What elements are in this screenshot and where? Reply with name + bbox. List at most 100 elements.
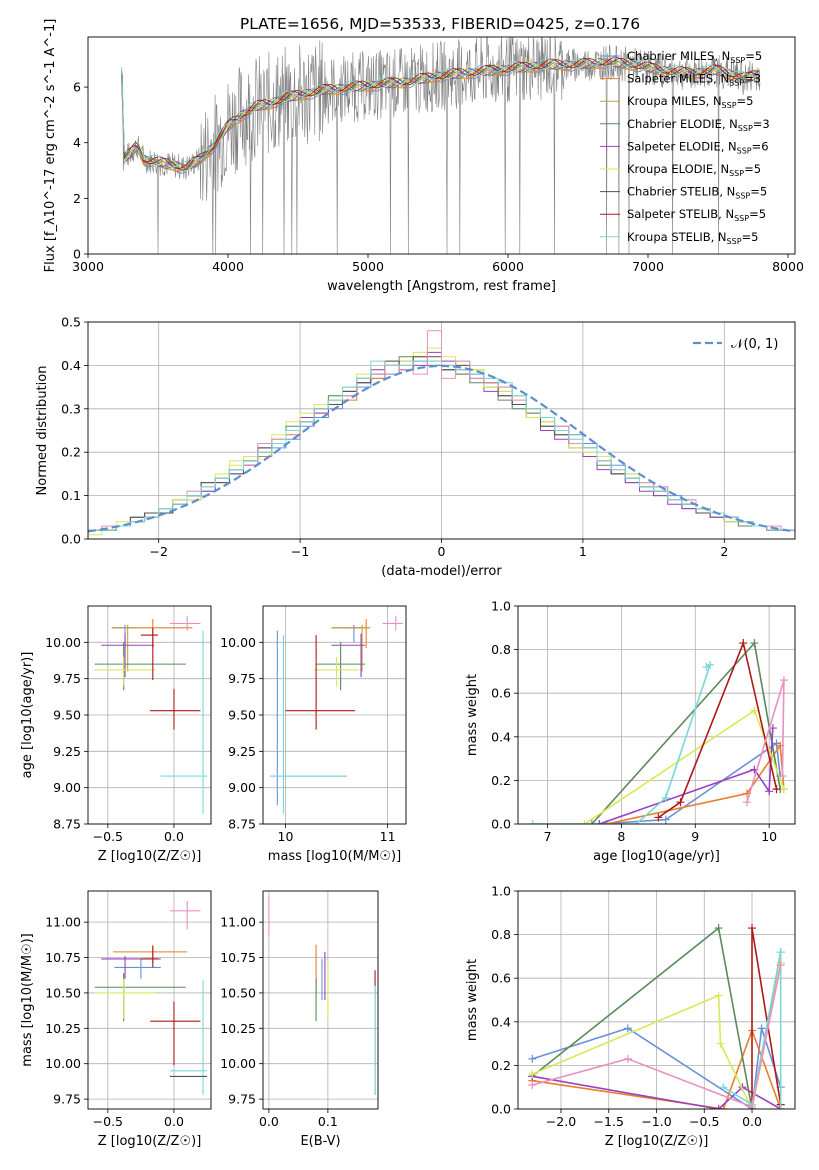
mass-weight-marker — [772, 785, 781, 794]
y-tick-label: 0.0 — [491, 817, 511, 832]
legend-subscript: SSP — [730, 56, 745, 65]
histogram-panel: −2 −1 0 1 2 0.0 0.1 0.2 0.3 0.4 0.5 (data-model)/er… — [35, 315, 796, 579]
x-tick-label: 2 — [720, 544, 728, 559]
y-axis-label: age [log10(age/yr)] — [20, 652, 35, 779]
y-tick-label: 8.75 — [228, 817, 256, 832]
axes-frame — [87, 321, 796, 540]
x-axis-label: Z [log10(Z/Z☉)] — [98, 1134, 202, 1149]
y-tick-label: 11.00 — [220, 915, 256, 930]
mass-weight-marker — [714, 1105, 723, 1109]
legend-entry: Chabrier ELODIE, NSSP=3 — [627, 117, 770, 133]
y-tick-label: 0.0 — [61, 532, 81, 547]
axes-frame — [517, 890, 796, 1110]
y-tick-label: 10.25 — [220, 1021, 256, 1036]
mass-weight-line — [599, 728, 774, 824]
x-axis-label: Z [log10(Z/Z☉)] — [605, 1134, 709, 1149]
mass-weight-vs-age-panel: 7 8 9 10 0.0 0.2 0.4 0.6 0.8 1.0 age [log10(age/yr… — [465, 599, 796, 864]
y-tick-label: 10.75 — [45, 950, 81, 965]
x-tick-label: 1 — [579, 544, 587, 559]
x-tick-label: −2 — [149, 544, 167, 559]
legend-value: =6 — [752, 139, 769, 153]
x-tick-label: −1.5 — [594, 1114, 624, 1129]
x-tick-label: 7000 — [632, 259, 664, 274]
legend-subscript: SSP — [735, 192, 750, 201]
mass-weight-marker — [714, 991, 723, 1000]
y-tick-label: 0.8 — [491, 927, 511, 942]
legend-value: =5 — [750, 185, 767, 199]
mass-weight-marker — [757, 1024, 766, 1033]
y-axis-label: mass weight — [465, 959, 480, 1041]
x-tick-label: 0.0 — [164, 1114, 184, 1129]
age-vs-Z-panel: −0.5 0.0 8.75 9.00 9.25 9.50 9.75 10.00 Z [log10… — [20, 605, 212, 864]
x-tick-label: 0.0 — [259, 1114, 279, 1129]
y-tick-label: 0.4 — [491, 1014, 511, 1029]
mass-weight-marker — [587, 820, 596, 824]
mass-weight-marker — [702, 663, 711, 672]
mass-weight-marker — [595, 820, 604, 824]
y-tick-label: 4 — [73, 135, 81, 150]
y-axis-label: mass weight — [465, 674, 480, 756]
legend-subscript: SSP — [737, 146, 752, 155]
mass-weight-marker — [716, 1039, 725, 1048]
y-axis-label: Flux [f_λ10^-17 erg cm^-2 s^-1 A^-1] — [43, 19, 58, 273]
plot-area — [88, 330, 795, 536]
axes-frame — [87, 890, 212, 1110]
y-tick-label: 9.50 — [53, 708, 81, 723]
mass-weight-line — [591, 641, 781, 824]
mass-weight-marker — [719, 1105, 728, 1109]
legend-value: =5 — [745, 49, 762, 63]
y-tick-label: 10.75 — [220, 950, 256, 965]
y-tick-label: 0.3 — [61, 401, 81, 416]
y-tick-label: 0 — [73, 247, 81, 262]
y-tick-label: 2 — [73, 191, 81, 206]
y-tick-label: 9.00 — [228, 780, 256, 795]
y-tick-label: 0.2 — [61, 445, 81, 460]
legend-value: =3 — [744, 72, 761, 86]
y-tick-label: 9.75 — [228, 671, 256, 686]
model-spectrum-line — [121, 58, 761, 169]
y-tick-label: 0.4 — [491, 729, 511, 744]
x-tick-label: 0.1 — [318, 1114, 338, 1129]
mass-weight-marker — [714, 924, 723, 933]
x-tick-label: −2.0 — [546, 1114, 576, 1129]
mass-weight-marker — [778, 772, 787, 781]
mass-weight-marker — [779, 676, 788, 685]
y-tick-label: 0.0 — [491, 1102, 511, 1117]
axes-frame — [87, 605, 212, 825]
x-tick-label: 6000 — [492, 259, 524, 274]
plot-area — [268, 896, 376, 1095]
y-tick-label: 0.2 — [491, 773, 511, 788]
x-tick-label: −1.0 — [641, 1114, 671, 1129]
mass-weight-marker — [654, 813, 663, 822]
mass-weight-line — [532, 1027, 782, 1109]
y-tick-label: 10.50 — [220, 985, 256, 1000]
axes-frame — [87, 36, 796, 255]
axes-frame — [517, 605, 796, 825]
mass-weight-line — [722, 951, 782, 1109]
mass-vs-EBV-panel: 0.0 0.1 9.75 10.00 10.25 10.50 10.75 11.00 E(B-V… — [220, 890, 379, 1149]
y-tick-label: 1.0 — [491, 599, 511, 614]
spectrum-panel: 3000 4000 5000 6000 7000 8000 0 2 4 6 wavelength [… — [43, 19, 804, 294]
legend-subscript: SSP — [734, 214, 749, 223]
y-tick-label: 0.2 — [491, 1058, 511, 1073]
age-vs-mass-panel: 10 11 8.75 9.00 9.25 9.50 9.75 10.00 mass [log10… — [220, 605, 407, 864]
legend-entry: Salpeter MILES, NSSP=3 — [627, 72, 761, 88]
y-tick-label: 10.00 — [45, 635, 81, 650]
legend-entry: Chabrier MILES, NSSP=5 — [627, 49, 762, 65]
y-tick-label: 10.25 — [45, 1021, 81, 1036]
plot-area — [94, 900, 208, 1095]
mass-weight-marker — [528, 820, 537, 824]
legend-entry: Salpeter STELIB, NSSP=5 — [627, 207, 766, 223]
x-axis-label: wavelength [Angstrom, rest frame] — [327, 279, 556, 294]
mass-weight-marker — [623, 1054, 632, 1063]
y-tick-label: 9.75 — [53, 1092, 81, 1107]
x-tick-label: 7 — [544, 829, 552, 844]
y-tick-label: 11.00 — [45, 915, 81, 930]
y-tick-label: 0.5 — [61, 315, 81, 330]
mass-weight-marker — [750, 639, 759, 648]
mass-weight-marker — [750, 706, 759, 715]
legend-entry: Kroupa ELODIE, NSSP=5 — [627, 162, 761, 178]
model-spectrum-line — [121, 56, 761, 170]
y-tick-label: 0.6 — [491, 686, 511, 701]
mass-weight-marker — [779, 785, 788, 794]
